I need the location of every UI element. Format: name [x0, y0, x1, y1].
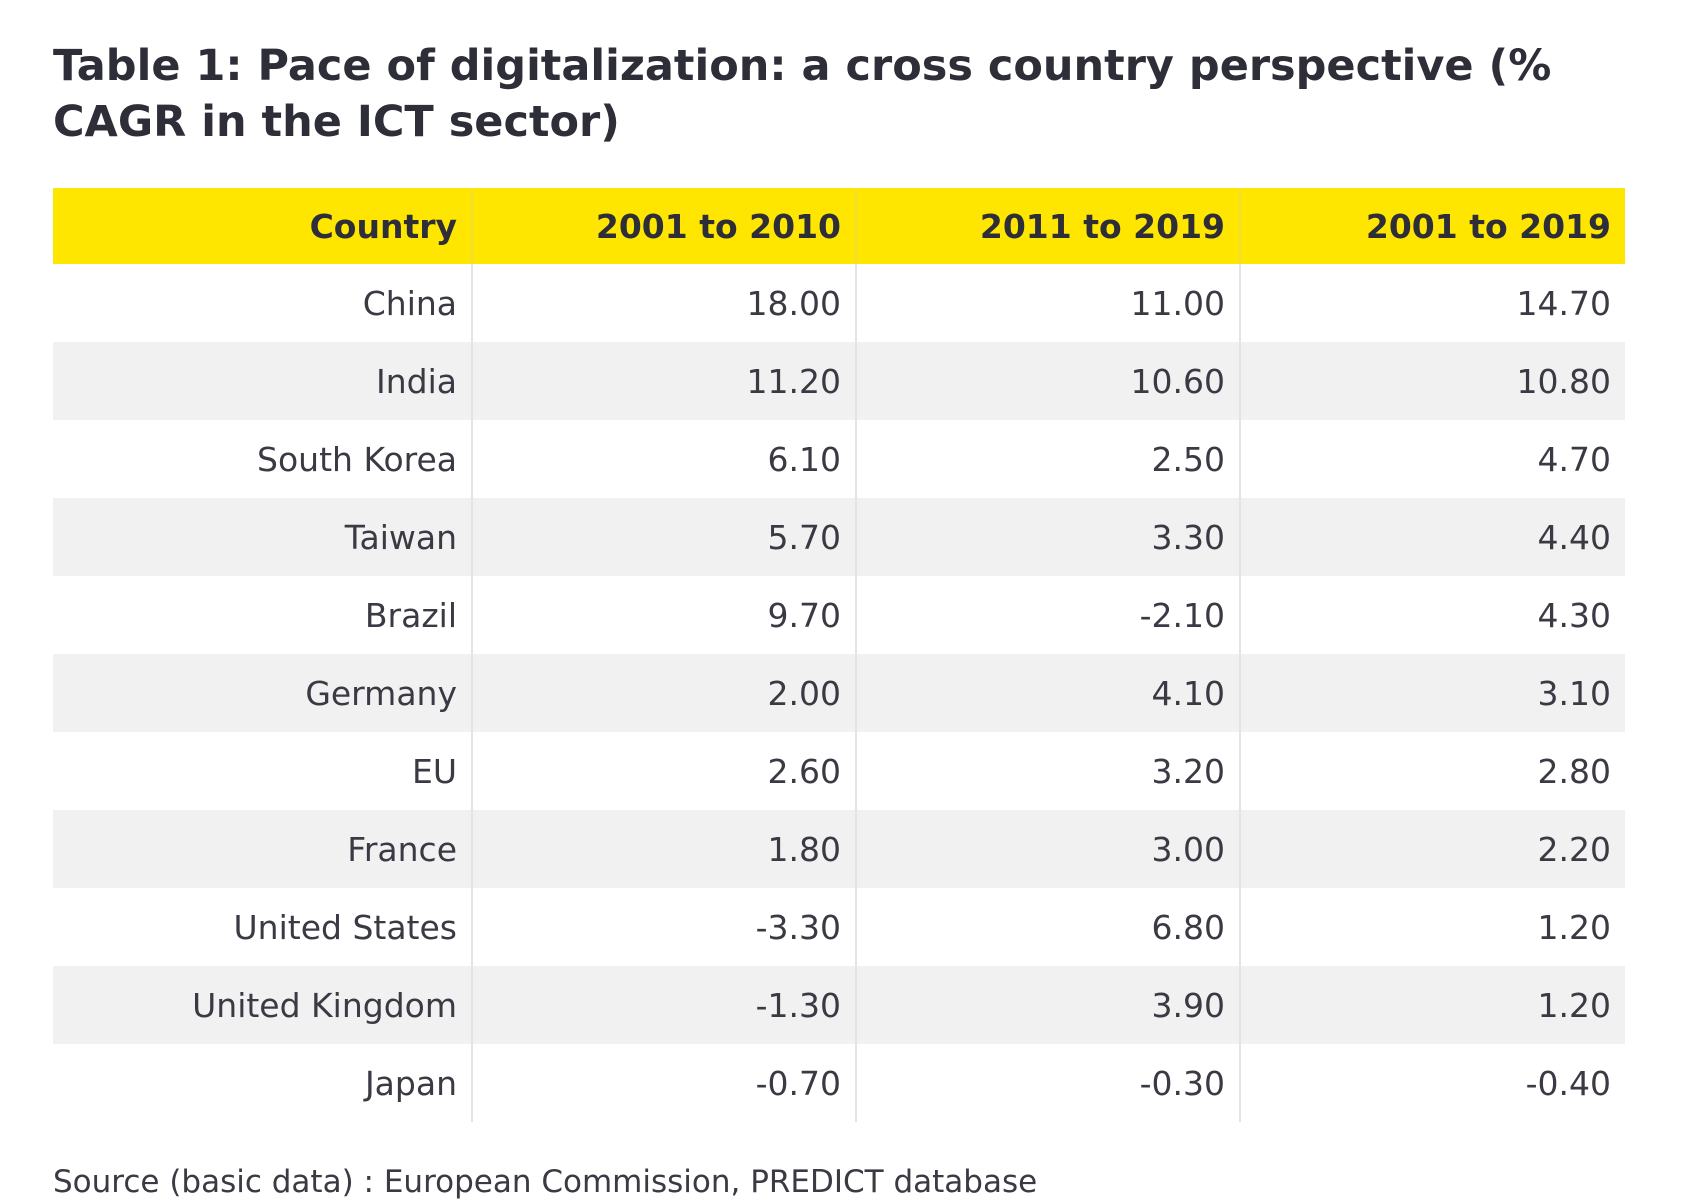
value-cell-2001-2010: -1.30	[471, 966, 856, 1044]
table-row: EU 2.60 3.20 2.80	[53, 732, 1625, 810]
value-cell-2011-2019: 2.50	[855, 420, 1240, 498]
table-row: China 18.00 11.00 14.70	[53, 264, 1625, 342]
table-row: United Kingdom -1.30 3.90 1.20	[53, 966, 1625, 1044]
country-cell: EU	[411, 751, 457, 791]
value-cell-2011-2019: 3.00	[855, 810, 1240, 888]
table-row: Brazil 9.70 -2.10 4.30	[53, 576, 1625, 654]
table-header: Country 2001 to 2010 2011 to 2019 2001 t…	[53, 188, 1625, 264]
value-cell-2001-2019: 4.40	[1239, 498, 1625, 576]
cagr-table: Country 2001 to 2010 2011 to 2019 2001 t…	[53, 188, 1625, 1122]
country-cell: Japan	[364, 1063, 457, 1103]
country-cell: China	[362, 283, 457, 323]
country-cell: France	[53, 810, 472, 888]
value-cell-2011-2019: 6.80	[855, 888, 1240, 966]
value-cell-2001-2010: 1.80	[471, 810, 856, 888]
table-row: South Korea 6.10 2.50 4.70	[53, 420, 1625, 498]
value-cell-2001-2010: 2.00	[471, 654, 856, 732]
header-row: Country 2001 to 2010 2011 to 2019 2001 t…	[53, 188, 1625, 264]
value-cell-2011-2019: -2.10	[855, 576, 1240, 654]
country-cell: South Korea	[257, 439, 457, 479]
value-cell-2001-2019: -0.40	[1239, 1044, 1625, 1122]
table-row: India 11.20 10.60 10.80	[53, 342, 1625, 420]
country-cell: United Kingdom	[53, 966, 472, 1044]
country-cell: United States	[233, 907, 457, 947]
country-cell: India	[53, 342, 472, 420]
value-cell-2001-2019: 2.20	[1239, 810, 1625, 888]
table-row: Taiwan 5.70 3.30 4.40	[53, 498, 1625, 576]
value-cell-2001-2019: 4.70	[1239, 420, 1625, 498]
value-cell-2011-2019: 11.00	[855, 264, 1240, 342]
table-row: France 1.80 3.00 2.20	[53, 810, 1625, 888]
table-row: Japan -0.70 -0.30 -0.40	[53, 1044, 1625, 1122]
value-cell-2001-2010: 5.70	[471, 498, 856, 576]
value-cell-2001-2019: 1.20	[1239, 888, 1625, 966]
value-cell-2001-2019: 4.30	[1239, 576, 1625, 654]
table-row: United States -3.30 6.80 1.20	[53, 888, 1625, 966]
value-cell-2001-2019: 2.80	[1239, 732, 1625, 810]
value-cell-2001-2010: 11.20	[471, 342, 856, 420]
data-table-container: Country 2001 to 2010 2011 to 2019 2001 t…	[53, 188, 1625, 1122]
country-cell: Taiwan	[53, 498, 472, 576]
value-cell-2011-2019: 3.30	[855, 498, 1240, 576]
value-cell-2011-2019: 10.60	[855, 342, 1240, 420]
value-cell-2011-2019: 3.20	[855, 732, 1240, 810]
column-header-country: Country	[53, 188, 472, 264]
table-title: Table 1: Pace of digitalization: a cross…	[53, 41, 1552, 147]
value-cell-2001-2010: -0.70	[471, 1044, 856, 1122]
column-header-2001-2010: 2001 to 2010	[471, 188, 856, 264]
value-cell-2001-2019: 3.10	[1239, 654, 1625, 732]
value-cell-2001-2010: 18.00	[471, 264, 856, 342]
value-cell-2001-2010: 9.70	[471, 576, 856, 654]
table-body: China 18.00 11.00 14.70 India 11.20 10.60 10.80…	[53, 264, 1625, 1122]
country-cell: Brazil	[364, 595, 457, 635]
value-cell-2011-2019: 4.10	[855, 654, 1240, 732]
value-cell-2001-2010: 6.10	[471, 420, 856, 498]
column-header-2001-2019: 2001 to 2019	[1239, 188, 1625, 264]
value-cell-2001-2019: 10.80	[1239, 342, 1625, 420]
source-note: Source (basic data) : European Commissio…	[53, 1164, 1038, 1200]
country-cell: Germany	[53, 654, 472, 732]
column-header-2011-2019: 2011 to 2019	[855, 188, 1240, 264]
value-cell-2011-2019: 3.90	[855, 966, 1240, 1044]
value-cell-2001-2010: 2.60	[471, 732, 856, 810]
value-cell-2001-2019: 14.70	[1239, 264, 1625, 342]
value-cell-2011-2019: -0.30	[855, 1044, 1240, 1122]
value-cell-2001-2019: 1.20	[1239, 966, 1625, 1044]
value-cell-2001-2010: -3.30	[471, 888, 856, 966]
table-row: Germany 2.00 4.10 3.10	[53, 654, 1625, 732]
